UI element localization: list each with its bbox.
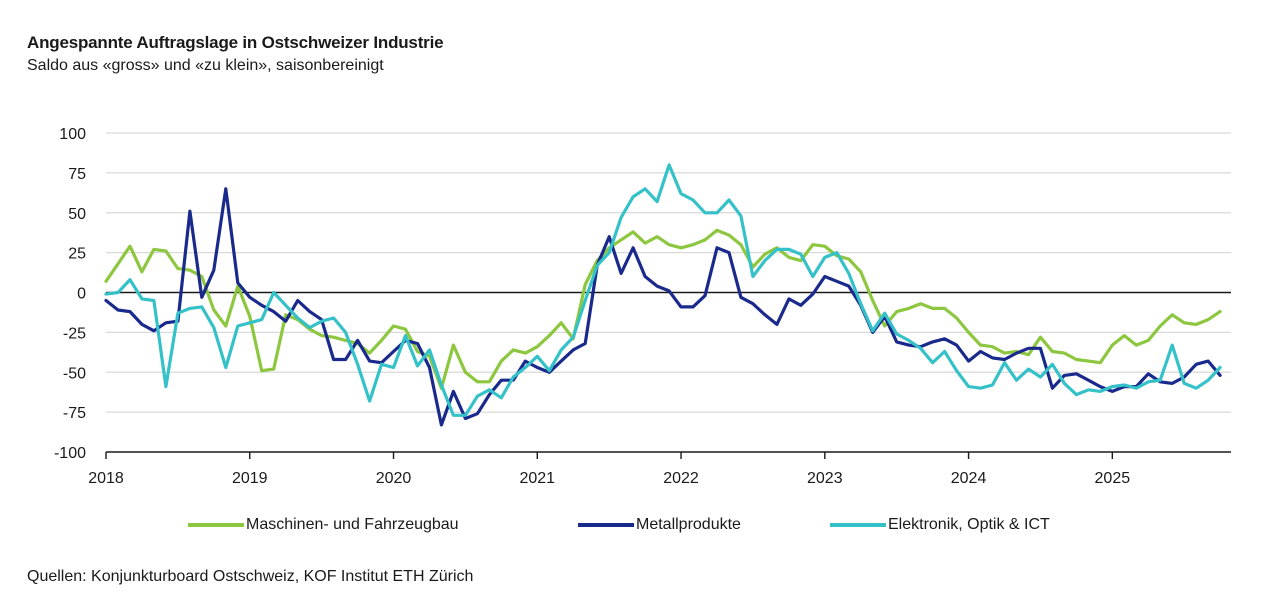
x-axis: 2018 2019 2020 2021 2022 2023 2024 2025 xyxy=(88,451,1231,487)
series-lines xyxy=(104,163,1222,427)
source-note: Quellen: Konjunkturboard Ostschweiz, KOF… xyxy=(27,568,474,585)
legend: Maschinen- und Fahrzeugbau Metallprodukt… xyxy=(0,516,1280,540)
y-tick-label: 75 xyxy=(68,166,86,183)
y-tick-label: 0 xyxy=(77,286,86,303)
chart-title: Angespannte Auftragslage in Ostschweizer… xyxy=(27,33,444,52)
gridlines xyxy=(106,132,1231,413)
legend-label-maschinen: Maschinen- und Fahrzeugbau xyxy=(246,516,459,533)
y-tick-label: 50 xyxy=(68,206,86,223)
y-tick-label: -100 xyxy=(54,445,86,462)
x-tick-label: 2021 xyxy=(519,470,555,487)
series-line-1 xyxy=(104,187,1222,427)
y-tick-label: -50 xyxy=(63,365,86,382)
y-tick-label: 100 xyxy=(59,126,86,143)
y-tick-label: 25 xyxy=(68,246,86,263)
x-tick-label: 2019 xyxy=(232,470,268,487)
y-tick-label: -75 xyxy=(63,405,86,422)
x-tick-label: 2024 xyxy=(951,470,987,487)
y-axis-tick-labels: 100 75 50 25 0 -25 -50 -75 -100 xyxy=(54,126,86,462)
series-line-2 xyxy=(104,163,1222,417)
legend-item-elektronik: Elektronik, Optik & ICT xyxy=(830,516,1050,534)
x-tick-label: 2018 xyxy=(88,470,124,487)
x-tick-label: 2023 xyxy=(807,470,843,487)
x-tick-label: 2022 xyxy=(663,470,699,487)
legend-label-metall: Metallprodukte xyxy=(636,516,741,533)
legend-swatch-elektronik xyxy=(830,523,886,527)
y-tick-label: -25 xyxy=(63,325,86,342)
legend-swatch-metall xyxy=(578,523,634,527)
legend-swatch-maschinen xyxy=(188,523,244,527)
x-tick-label: 2020 xyxy=(376,470,412,487)
series-line-0 xyxy=(104,228,1222,390)
legend-item-maschinen: Maschinen- und Fahrzeugbau xyxy=(188,516,459,534)
legend-label-elektronik: Elektronik, Optik & ICT xyxy=(888,516,1050,533)
legend-item-metall: Metallprodukte xyxy=(578,516,741,534)
chart-subtitle: Saldo aus «gross» und «zu klein», saison… xyxy=(27,57,384,74)
x-tick-label: 2025 xyxy=(1095,470,1131,487)
